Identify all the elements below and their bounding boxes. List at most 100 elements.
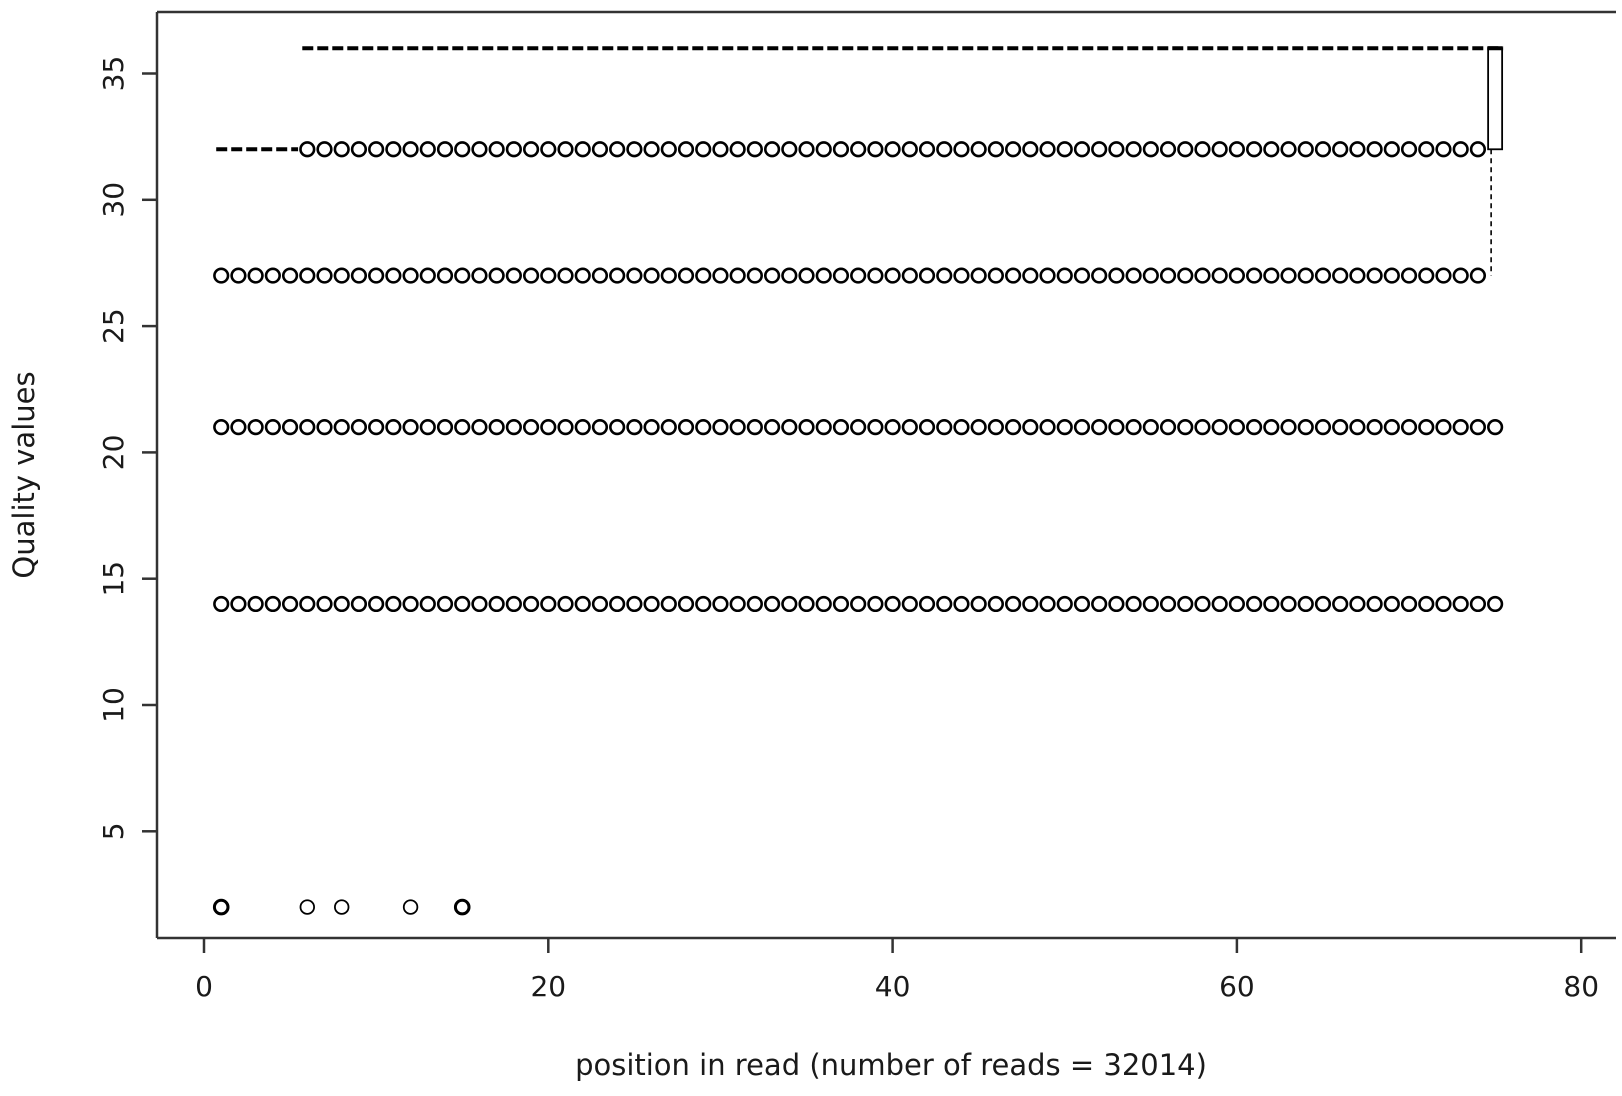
outlier-point — [1005, 419, 1022, 436]
outlier-point — [350, 595, 368, 613]
outlier-point — [1314, 595, 1332, 613]
outlier-point — [1263, 267, 1280, 284]
outlier-point — [1366, 141, 1383, 158]
outlier-point — [643, 141, 660, 158]
chart-marks — [212, 46, 1504, 916]
outlier-point — [660, 267, 677, 284]
outlier-point — [729, 267, 746, 284]
outlier-point — [677, 419, 695, 436]
outlier-point — [436, 267, 454, 284]
outlier-point — [1435, 419, 1452, 436]
y-tick-label: 25 — [97, 308, 130, 344]
outlier-point — [316, 595, 333, 613]
outlier-point — [1194, 419, 1211, 436]
box-rect — [1487, 47, 1504, 151]
outlier-point — [1246, 595, 1263, 613]
outlier-point — [1332, 595, 1349, 613]
outlier-point — [574, 141, 591, 158]
outlier-point — [1314, 419, 1332, 436]
outlier-point — [454, 267, 471, 284]
outlier-point — [436, 141, 454, 158]
outlier-point — [1400, 141, 1418, 158]
outlier-point — [1194, 141, 1211, 158]
outlier-point — [798, 595, 815, 613]
outlier-point — [1125, 419, 1142, 436]
outlier-point — [1314, 267, 1332, 284]
x-axis-label: position in read (number of reads = 3201… — [575, 1048, 1207, 1082]
outlier-point — [333, 267, 350, 284]
outlier-point — [1418, 595, 1435, 613]
outlier-point — [385, 267, 402, 284]
outlier-point — [299, 595, 316, 613]
outlier-point — [1228, 419, 1245, 436]
outlier-point — [1073, 419, 1091, 436]
outlier-point — [970, 267, 987, 284]
y-tick-label: 15 — [97, 561, 130, 597]
outlier-point — [815, 595, 832, 613]
outlier-point — [1194, 595, 1211, 613]
outlier-point — [1366, 267, 1383, 284]
outlier-point — [1022, 141, 1039, 158]
outlier-point — [832, 267, 850, 284]
outlier-point — [230, 267, 247, 284]
outlier-point — [953, 267, 970, 284]
outlier-point — [299, 267, 316, 284]
outlier-point — [712, 419, 729, 436]
outlier-point — [1469, 595, 1487, 613]
outlier-point — [1177, 419, 1194, 436]
outlier-point — [643, 267, 660, 284]
outlier-point — [522, 419, 540, 436]
outlier-point — [781, 141, 798, 158]
outlier-point — [987, 141, 1004, 158]
outlier-point — [1366, 595, 1383, 613]
outlier-point — [522, 595, 540, 613]
outlier-point — [333, 141, 350, 158]
outlier-point — [901, 141, 918, 158]
outlier-point — [1039, 267, 1056, 284]
outlier-point — [1314, 141, 1332, 158]
outlier-point — [402, 141, 419, 158]
outlier-point — [918, 267, 936, 284]
outlier-point — [213, 595, 230, 613]
outlier-point — [850, 595, 867, 613]
outlier-point — [1349, 595, 1366, 613]
outlier-point — [1039, 419, 1056, 436]
outlier-point — [1159, 267, 1177, 284]
outlier-point — [953, 141, 970, 158]
outlier-point — [385, 141, 402, 158]
outlier-point — [901, 419, 918, 436]
outlier-point — [1125, 595, 1142, 613]
outlier-point — [832, 595, 850, 613]
outlier-point — [1487, 419, 1504, 436]
outlier-point — [316, 267, 333, 284]
outlier-point — [660, 595, 677, 613]
outlier-point — [884, 595, 901, 613]
outlier-point — [1435, 141, 1452, 158]
outlier-point — [626, 141, 643, 158]
outlier-point — [746, 267, 763, 284]
outlier-point — [1039, 141, 1056, 158]
outlier-point — [334, 899, 350, 915]
outlier-point — [1108, 419, 1125, 436]
outlier-point — [471, 141, 488, 158]
outlier-point — [763, 267, 781, 284]
outlier-point — [385, 419, 402, 436]
x-tick-label: 80 — [1563, 970, 1599, 1003]
outlier-point — [1400, 595, 1418, 613]
outlier-point — [987, 419, 1004, 436]
outlier-point — [1056, 419, 1073, 436]
outlier-point — [936, 141, 953, 158]
outlier-point — [488, 141, 505, 158]
outlier-point — [936, 419, 953, 436]
outlier-point — [505, 419, 522, 436]
outlier-point — [454, 419, 471, 436]
outlier-point — [1142, 141, 1159, 158]
outlier-point — [1246, 141, 1263, 158]
outlier-point — [1418, 267, 1435, 284]
outlier-point — [609, 267, 626, 284]
outlier-point — [264, 595, 281, 613]
x-tick-label: 40 — [875, 970, 911, 1003]
outlier-point — [781, 267, 798, 284]
outlier-point — [626, 267, 643, 284]
